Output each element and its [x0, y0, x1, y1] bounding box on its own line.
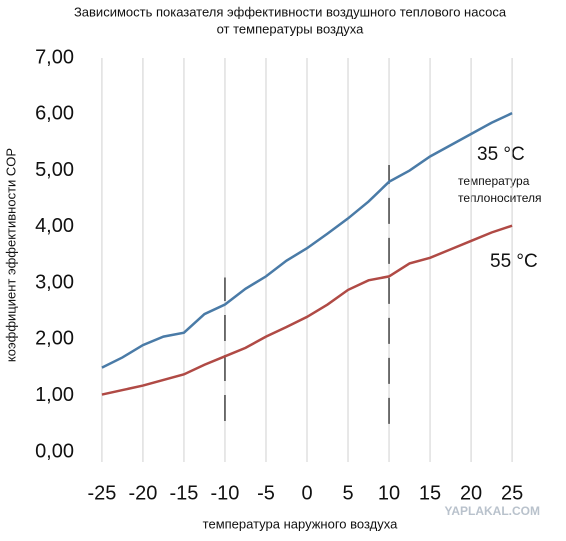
y-tick-label: 2,00 [35, 328, 74, 350]
annotation: температура [458, 174, 530, 188]
chart-title: от температуры воздуха [217, 21, 365, 36]
series-label: 35 °C [477, 144, 525, 165]
x-tick-label: 15 [419, 482, 441, 504]
series-label: 55 °C [490, 251, 538, 272]
line-series [101, 224, 513, 396]
y-tick-label: 0,00 [35, 440, 74, 462]
x-tick-label: 10 [378, 482, 400, 504]
x-tick-label: 25 [501, 482, 523, 504]
y-tick-label: 3,00 [35, 271, 74, 293]
x-tick-label: 0 [301, 482, 312, 504]
x-tick-label: -10 [211, 482, 240, 504]
y-axis-label: коэффициент эффективности COP [3, 148, 18, 362]
watermark: YAPLAKAL.COM [444, 504, 540, 518]
y-tick-label: 7,00 [35, 46, 74, 68]
x-tick-label: -5 [257, 482, 275, 504]
x-tick-label: 20 [460, 482, 482, 504]
y-tick-label: 5,00 [35, 159, 74, 181]
y-tick-label: 6,00 [35, 103, 74, 125]
x-tick-label: -25 [87, 482, 116, 504]
chart-title: Зависимость показателя эффективности воз… [74, 4, 507, 19]
x-tick-label: -15 [170, 482, 199, 504]
y-tick-label: 4,00 [35, 215, 74, 237]
annotation: теплоносителя [458, 191, 541, 205]
x-tick-label: -20 [128, 482, 157, 504]
x-tick-label: 5 [342, 482, 353, 504]
line-series [101, 112, 513, 369]
y-tick-label: 1,00 [35, 384, 74, 406]
x-axis-label: температура наружного воздуха [203, 516, 398, 531]
